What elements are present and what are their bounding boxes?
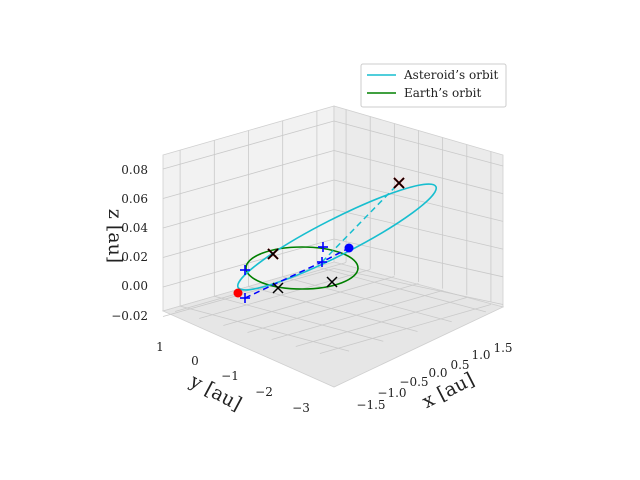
cross-marker-right: [326, 276, 338, 288]
grid-x-floor: [199, 269, 371, 319]
z-tick-labels: −0.02 0.00 0.02 0.04 0.06 0.08: [111, 163, 148, 323]
grid-lines: [162, 109, 504, 354]
grid-z-right: [333, 268, 504, 305]
y-tick-label: 1: [156, 340, 164, 354]
legend: Asteroid’s orbit Earth’s orbit: [360, 63, 507, 108]
grid-x-floor: [319, 304, 492, 354]
earth-orbit: [245, 246, 359, 290]
z-axis-label: z [au]: [104, 209, 126, 263]
y-tick-label: −2: [255, 385, 273, 399]
grid-y-floor: [282, 276, 452, 323]
y-tick-label: −1: [221, 369, 239, 383]
grid-x-floor: [247, 283, 419, 333]
y-tick-labels: 1 0 −1 −2 −3: [156, 340, 310, 415]
asteroid-apsis-line: [321, 182, 400, 263]
red-dot-marker: [233, 288, 243, 298]
markers: [233, 177, 405, 303]
blue-dot-marker: [344, 243, 354, 253]
x-tick-label: −0.5: [399, 375, 428, 389]
grid-z-left: [162, 268, 335, 317]
z-tick-label: 0.04: [121, 221, 148, 235]
x-tick-label: −1.5: [356, 398, 385, 412]
pane-floor: [161, 261, 505, 388]
grid-y-floor: [248, 286, 418, 332]
z-tick-label: 0.02: [121, 250, 148, 264]
z-tick-label: 0.08: [121, 163, 148, 177]
grid-x-floor: [271, 290, 443, 340]
y-tick-label: −3: [292, 401, 310, 415]
x-tick-label: 0.0: [428, 366, 447, 380]
legend-label-earth: Earth’s orbit: [404, 86, 481, 100]
cross-marker-front: [272, 282, 284, 294]
grid-x-floor: [295, 297, 467, 347]
cross-marker-left: [267, 248, 279, 260]
grid-x-floor: [223, 276, 395, 326]
z-tick-label: −0.02: [111, 309, 148, 323]
z-tick-label: 0.00: [121, 279, 148, 293]
x-tick-labels: −1.5−1.0−0.50.00.51.0 1.5: [356, 341, 512, 412]
x-tick-label: −1.0: [377, 386, 406, 400]
x-tick-label: 0.5: [450, 358, 469, 372]
grid-y-floor: [316, 266, 487, 313]
x-tick-label: 1.5: [493, 341, 512, 355]
x-tick-label: 1.0: [471, 348, 490, 362]
legend-label-asteroid: Asteroid’s orbit: [403, 68, 498, 82]
cross-marker-upper: [393, 177, 405, 189]
y-tick-label: 0: [191, 354, 199, 368]
legend-box: [360, 63, 507, 108]
asteroid-orbit: [236, 183, 438, 291]
z-tick-label: 0.06: [121, 192, 148, 206]
grid-y-floor: [179, 305, 350, 352]
grid-y-floor: [214, 295, 384, 342]
